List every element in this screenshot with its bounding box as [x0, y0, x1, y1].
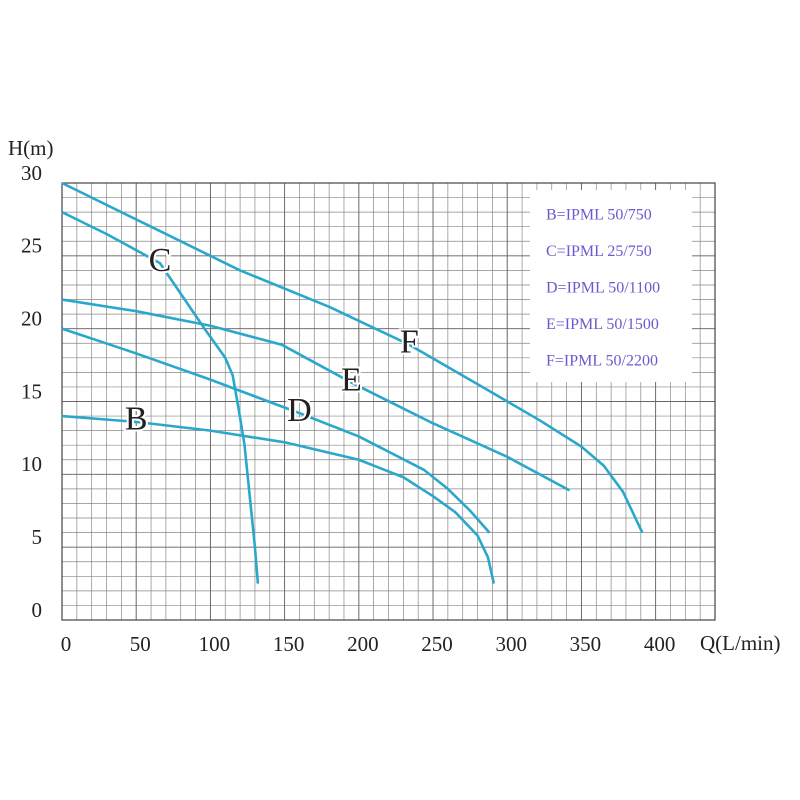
x-tick-label: 400 — [644, 632, 676, 656]
curve — [61, 210, 260, 584]
x-tick-label: 250 — [421, 632, 453, 656]
x-tick-label: 50 — [130, 632, 151, 656]
y-tick-label: 20 — [21, 306, 42, 330]
legend-entry: B=IPML 50/750 — [546, 207, 652, 224]
x-tick-label: 100 — [199, 632, 231, 656]
y-axis-label: H(m) — [8, 136, 54, 160]
curve-label: C — [149, 242, 172, 279]
x-tick-label: 300 — [495, 632, 527, 656]
curve-label: F — [400, 323, 419, 360]
legend-entry: F=IPML 50/2200 — [546, 353, 658, 370]
curve — [61, 298, 571, 492]
y-tick-label: 15 — [21, 379, 42, 403]
x-tick-label: 200 — [347, 632, 379, 656]
x-tick-label: 350 — [570, 632, 602, 656]
y-tick-label: 0 — [32, 598, 43, 622]
x-tick-label: 150 — [273, 632, 305, 656]
y-tick-label: 5 — [32, 525, 43, 549]
x-tick-label: 0 — [61, 632, 72, 656]
legend-entry: C=IPML 25/750 — [546, 243, 652, 260]
legend-entry: E=IPML 50/1500 — [546, 316, 659, 333]
curve-label: E — [341, 361, 362, 398]
curve — [61, 327, 491, 534]
legend-box — [530, 190, 692, 382]
curve-label: B — [125, 401, 148, 438]
curve — [61, 181, 644, 534]
curve-label: D — [287, 392, 312, 429]
x-axis-label: Q(L/min) — [700, 631, 780, 655]
curve — [61, 414, 496, 584]
y-tick-label: 25 — [21, 234, 42, 258]
plot-frame — [61, 182, 716, 621]
legend-entry: D=IPML 50/1100 — [546, 280, 660, 297]
y-tick-label: 10 — [21, 452, 42, 476]
y-tick-label: 30 — [21, 161, 42, 185]
